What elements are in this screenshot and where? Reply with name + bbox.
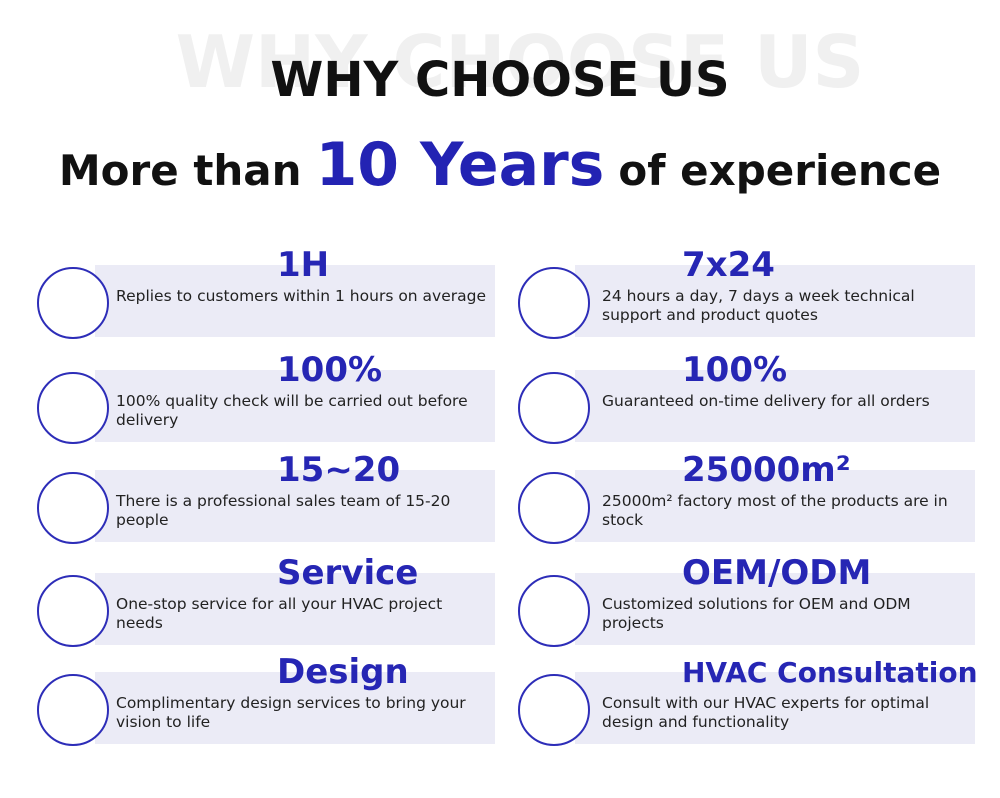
item-icon bbox=[518, 472, 590, 544]
item-heading: 25000m² bbox=[682, 450, 851, 490]
item-panel bbox=[575, 265, 975, 337]
item-icon bbox=[37, 372, 109, 444]
item-text: Guaranteed on-time delivery for all orde… bbox=[602, 392, 930, 410]
item-icon bbox=[37, 472, 109, 544]
item-text: 24 hours a day, 7 days a week technical … bbox=[602, 287, 915, 324]
item-panel bbox=[95, 470, 495, 542]
item-heading: OEM/ODM bbox=[682, 553, 872, 593]
item-panel bbox=[95, 370, 495, 442]
subtitle-text: More than bbox=[58, 146, 302, 195]
item-icon bbox=[37, 674, 109, 746]
item-icon bbox=[518, 674, 590, 746]
item-panel bbox=[575, 470, 975, 542]
item-heading: 1H bbox=[277, 245, 330, 285]
title: WHY CHOOSE US bbox=[270, 52, 730, 108]
item-text: 25000m² factory most of the products are… bbox=[602, 492, 948, 529]
item-heading: Service bbox=[277, 553, 419, 593]
item-text: There is a professional sales team of 15… bbox=[116, 492, 451, 529]
item-icon bbox=[37, 575, 109, 647]
item-heading: 100% bbox=[682, 350, 788, 390]
item-text: Consult with our HVAC experts for optima… bbox=[602, 694, 930, 731]
item-panel bbox=[95, 265, 495, 337]
item-heading: HVAC Consultation bbox=[682, 656, 978, 689]
watermark: WHY CHOOSE US bbox=[175, 20, 865, 104]
item-icon bbox=[518, 267, 590, 339]
item-panel bbox=[95, 672, 495, 744]
item-text: 100% quality check will be carried out b… bbox=[116, 392, 468, 429]
item-heading: 100% bbox=[277, 350, 383, 390]
item-text: Replies to customers within 1 hours on a… bbox=[116, 287, 487, 305]
item-panel bbox=[95, 573, 495, 645]
item-heading: 7x24 bbox=[682, 245, 775, 285]
item-heading: Design bbox=[277, 652, 409, 692]
subtitle-highlight: 10 Years bbox=[315, 130, 605, 200]
item-icon bbox=[37, 267, 109, 339]
item-heading: 15~20 bbox=[277, 450, 401, 490]
item-icon bbox=[518, 575, 590, 647]
subtitle-text: of experience bbox=[618, 146, 942, 195]
item-panel bbox=[575, 573, 975, 645]
item-panel bbox=[575, 370, 975, 442]
item-panel bbox=[575, 672, 975, 744]
item-icon bbox=[518, 372, 590, 444]
subtitle: More than 10 Years of experience bbox=[0, 130, 1000, 200]
item-text: Complimentary design services to bring y… bbox=[116, 694, 466, 731]
item-text: Customized solutions for OEM and ODM pro… bbox=[602, 595, 911, 632]
item-text: One-stop service for all your HVAC proje… bbox=[116, 595, 443, 632]
